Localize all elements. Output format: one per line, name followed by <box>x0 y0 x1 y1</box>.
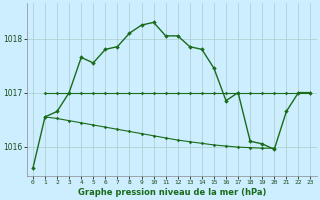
X-axis label: Graphe pression niveau de la mer (hPa): Graphe pression niveau de la mer (hPa) <box>77 188 266 197</box>
